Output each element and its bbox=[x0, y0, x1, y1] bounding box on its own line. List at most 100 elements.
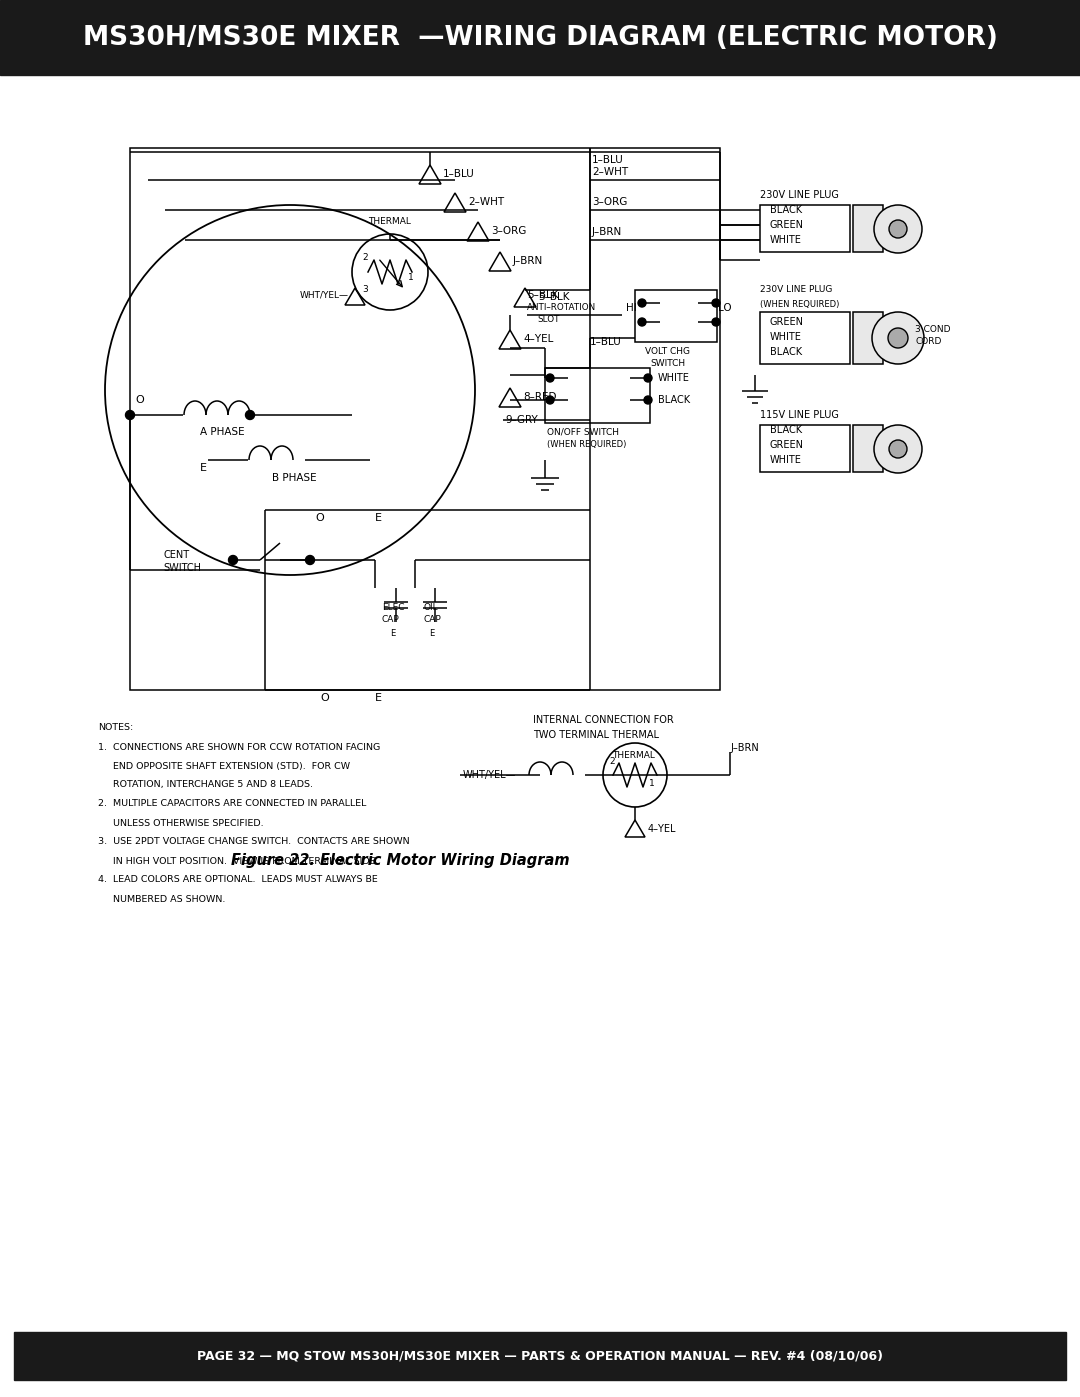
Text: VOLT CHG: VOLT CHG bbox=[645, 348, 690, 356]
Text: E: E bbox=[390, 629, 395, 637]
Text: 4–YEL: 4–YEL bbox=[648, 824, 676, 834]
Text: 3–ORG: 3–ORG bbox=[491, 226, 526, 236]
Bar bbox=[760, 205, 850, 251]
Circle shape bbox=[245, 411, 255, 419]
Text: WHT/YEL—: WHT/YEL— bbox=[463, 770, 516, 780]
Text: 230V LINE PLUG: 230V LINE PLUG bbox=[760, 285, 833, 295]
Text: O: O bbox=[315, 513, 324, 522]
Text: J–BRN: J–BRN bbox=[730, 743, 759, 753]
Circle shape bbox=[889, 440, 907, 458]
Bar bbox=[130, 148, 720, 690]
Text: WHITE: WHITE bbox=[770, 235, 801, 244]
Circle shape bbox=[644, 395, 652, 404]
Text: 1–BLU: 1–BLU bbox=[592, 155, 624, 165]
Bar bbox=[760, 425, 850, 472]
Text: 2–WHT: 2–WHT bbox=[468, 197, 504, 207]
Circle shape bbox=[546, 395, 554, 404]
Text: E: E bbox=[200, 462, 207, 474]
Text: 4–YEL: 4–YEL bbox=[523, 334, 553, 344]
Text: 5–BLK: 5–BLK bbox=[538, 292, 569, 302]
Text: ROTATION, INTERCHANGE 5 AND 8 LEADS.: ROTATION, INTERCHANGE 5 AND 8 LEADS. bbox=[98, 781, 313, 789]
Bar bbox=[760, 312, 850, 365]
Text: 9–GRY: 9–GRY bbox=[505, 415, 538, 425]
Circle shape bbox=[546, 374, 554, 381]
Text: J–BRN: J–BRN bbox=[592, 226, 622, 237]
Text: GREEN: GREEN bbox=[770, 440, 804, 450]
Circle shape bbox=[638, 319, 646, 326]
Text: 230V LINE PLUG: 230V LINE PLUG bbox=[760, 190, 839, 200]
Circle shape bbox=[888, 328, 908, 348]
Text: GREEN: GREEN bbox=[770, 219, 804, 231]
Circle shape bbox=[874, 425, 922, 474]
Text: ON/OFF SWITCH: ON/OFF SWITCH bbox=[546, 427, 619, 436]
Circle shape bbox=[644, 374, 652, 381]
Text: SWITCH: SWITCH bbox=[163, 563, 201, 573]
Bar bbox=[635, 291, 717, 342]
Text: NUMBERED AS SHOWN.: NUMBERED AS SHOWN. bbox=[98, 894, 226, 904]
Circle shape bbox=[638, 299, 646, 307]
Bar bbox=[14, 1331, 1066, 1380]
Text: WHITE: WHITE bbox=[770, 332, 801, 342]
Text: WHITE: WHITE bbox=[770, 455, 801, 465]
Text: BLACK: BLACK bbox=[770, 346, 802, 358]
Text: E: E bbox=[375, 513, 382, 522]
Text: E: E bbox=[430, 629, 434, 637]
Text: 2.  MULTIPLE CAPACITORS ARE CONNECTED IN PARALLEL: 2. MULTIPLE CAPACITORS ARE CONNECTED IN … bbox=[98, 799, 366, 809]
Text: THERMAL: THERMAL bbox=[612, 750, 654, 760]
Text: ELEC: ELEC bbox=[382, 604, 405, 612]
Text: (WHEN REQUIRED): (WHEN REQUIRED) bbox=[546, 440, 626, 450]
Text: B PHASE: B PHASE bbox=[272, 474, 316, 483]
Text: 115V LINE PLUG: 115V LINE PLUG bbox=[760, 409, 839, 420]
Text: (WHEN REQUIRED): (WHEN REQUIRED) bbox=[760, 299, 839, 309]
Text: 1–BLU: 1–BLU bbox=[443, 169, 475, 179]
Text: OIL: OIL bbox=[423, 604, 437, 612]
Text: CENT: CENT bbox=[163, 550, 189, 560]
Text: 2: 2 bbox=[362, 253, 367, 263]
Text: O: O bbox=[320, 693, 328, 703]
Text: 1: 1 bbox=[408, 272, 414, 282]
Text: 4.  LEAD COLORS ARE OPTIONAL.  LEADS MUST ALWAYS BE: 4. LEAD COLORS ARE OPTIONAL. LEADS MUST … bbox=[98, 876, 378, 884]
Text: BLACK: BLACK bbox=[658, 395, 690, 405]
Text: INTERNAL CONNECTION FOR: INTERNAL CONNECTION FOR bbox=[534, 715, 674, 725]
Text: SWITCH: SWITCH bbox=[650, 359, 685, 369]
Text: A PHASE: A PHASE bbox=[200, 427, 245, 437]
Text: THERMAL: THERMAL bbox=[368, 218, 411, 226]
Text: MS30H/MS30E MIXER  —WIRING DIAGRAM (ELECTRIC MOTOR): MS30H/MS30E MIXER —WIRING DIAGRAM (ELECT… bbox=[82, 25, 998, 52]
Circle shape bbox=[712, 299, 720, 307]
Text: WHITE: WHITE bbox=[658, 373, 690, 383]
Text: IN HIGH VOLT POSITION.  VIEW IS FROM TERMINAL SIDE.: IN HIGH VOLT POSITION. VIEW IS FROM TERM… bbox=[98, 856, 378, 866]
Text: HI: HI bbox=[626, 303, 637, 313]
Text: PAGE 32 — MQ STOW MS30H/MS30E MIXER — PARTS & OPERATION MANUAL — REV. #4 (08/10/: PAGE 32 — MQ STOW MS30H/MS30E MIXER — PA… bbox=[197, 1350, 883, 1362]
Text: CORD: CORD bbox=[915, 338, 942, 346]
Circle shape bbox=[874, 205, 922, 253]
Text: 3–ORG: 3–ORG bbox=[592, 197, 627, 207]
Text: 1–BLU: 1–BLU bbox=[590, 337, 622, 346]
Text: SLOT: SLOT bbox=[537, 316, 559, 324]
Text: GREEN: GREEN bbox=[770, 317, 804, 327]
Text: J–BRN: J–BRN bbox=[513, 256, 543, 265]
Text: BLACK: BLACK bbox=[770, 205, 802, 215]
Text: UNLESS OTHERWISE SPECIFIED.: UNLESS OTHERWISE SPECIFIED. bbox=[98, 819, 264, 827]
Text: 3: 3 bbox=[362, 285, 368, 295]
Circle shape bbox=[229, 556, 238, 564]
Text: END OPPOSITE SHAFT EXTENSION (STD).  FOR CW: END OPPOSITE SHAFT EXTENSION (STD). FOR … bbox=[98, 761, 350, 771]
Bar bbox=[853, 205, 883, 251]
Text: 2–WHT: 2–WHT bbox=[592, 168, 629, 177]
Text: CAP: CAP bbox=[423, 616, 441, 624]
Text: 5–BLK: 5–BLK bbox=[527, 291, 558, 300]
Text: 3 COND: 3 COND bbox=[915, 326, 950, 334]
Bar bbox=[545, 367, 650, 423]
Text: BLACK: BLACK bbox=[770, 425, 802, 434]
Circle shape bbox=[125, 411, 135, 419]
Text: O: O bbox=[135, 395, 144, 405]
Text: WHT/YEL—: WHT/YEL— bbox=[300, 291, 349, 299]
Text: 8–RED: 8–RED bbox=[523, 393, 556, 402]
Text: CAP: CAP bbox=[382, 616, 400, 624]
Circle shape bbox=[889, 219, 907, 237]
Bar bbox=[853, 312, 883, 365]
Text: 1: 1 bbox=[649, 778, 654, 788]
Circle shape bbox=[306, 556, 314, 564]
Text: TWO TERMINAL THERMAL: TWO TERMINAL THERMAL bbox=[534, 731, 659, 740]
Text: ANTI–ROTATION: ANTI–ROTATION bbox=[527, 303, 596, 313]
Text: 1.  CONNECTIONS ARE SHOWN FOR CCW ROTATION FACING: 1. CONNECTIONS ARE SHOWN FOR CCW ROTATIO… bbox=[98, 742, 380, 752]
